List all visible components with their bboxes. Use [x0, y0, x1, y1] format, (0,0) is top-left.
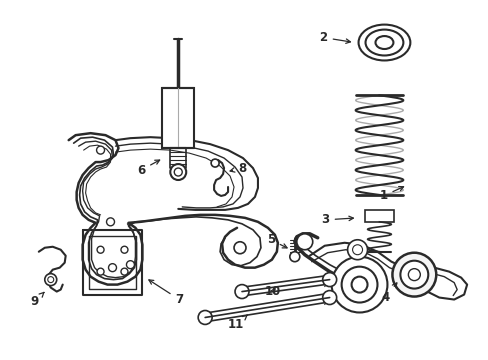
Circle shape — [106, 218, 114, 226]
Circle shape — [341, 267, 377, 302]
Text: 9: 9 — [30, 292, 44, 308]
Circle shape — [48, 276, 54, 283]
Text: 5: 5 — [266, 233, 286, 248]
Circle shape — [296, 234, 312, 250]
Circle shape — [121, 268, 128, 275]
Ellipse shape — [365, 30, 403, 55]
Text: 8: 8 — [230, 162, 246, 175]
Text: 4: 4 — [381, 283, 396, 304]
Circle shape — [198, 310, 212, 324]
Circle shape — [211, 159, 219, 167]
Circle shape — [400, 261, 427, 289]
Text: 6: 6 — [137, 160, 159, 176]
Circle shape — [97, 246, 104, 253]
Circle shape — [234, 242, 245, 254]
Circle shape — [347, 240, 367, 260]
Circle shape — [352, 245, 362, 255]
Circle shape — [97, 268, 104, 275]
Circle shape — [96, 146, 104, 154]
Circle shape — [392, 253, 435, 297]
Circle shape — [174, 168, 182, 176]
Text: 2: 2 — [319, 31, 350, 44]
Circle shape — [170, 164, 186, 180]
Circle shape — [289, 252, 299, 262]
Circle shape — [45, 274, 57, 285]
Text: 11: 11 — [227, 315, 247, 331]
Circle shape — [322, 273, 336, 287]
Circle shape — [108, 264, 116, 272]
Text: 3: 3 — [321, 213, 353, 226]
Ellipse shape — [375, 36, 393, 49]
Circle shape — [407, 269, 420, 280]
Polygon shape — [364, 210, 394, 222]
Circle shape — [235, 285, 248, 298]
Polygon shape — [162, 88, 194, 148]
Circle shape — [331, 257, 386, 312]
Text: 10: 10 — [264, 285, 281, 298]
Circle shape — [121, 246, 128, 253]
Text: 1: 1 — [379, 186, 403, 202]
Text: 7: 7 — [148, 280, 183, 306]
Ellipse shape — [358, 24, 409, 60]
Circle shape — [126, 261, 134, 269]
Circle shape — [351, 276, 367, 293]
Circle shape — [322, 291, 336, 305]
